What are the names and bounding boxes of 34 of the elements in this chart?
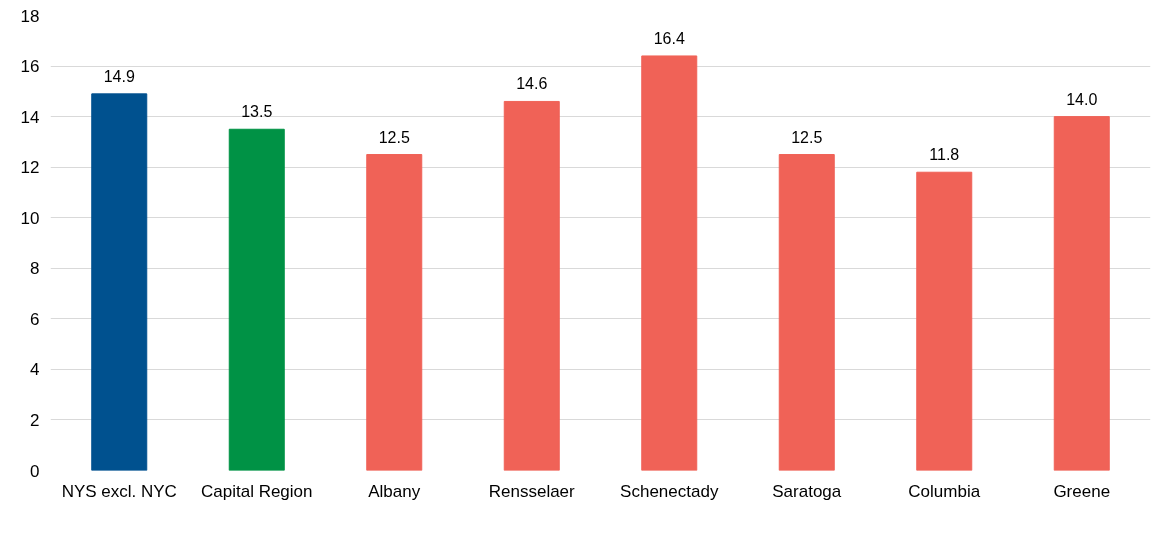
bar <box>366 154 423 471</box>
data-label: 14.6 <box>516 75 548 93</box>
bar <box>916 171 973 471</box>
y-tick-label: 18 <box>20 6 40 26</box>
x-tick-label: NYS excl. NYC <box>61 481 177 501</box>
y-tick-label: 10 <box>20 208 40 228</box>
x-tick-label: Saratoga <box>772 481 842 501</box>
bar <box>1053 116 1110 471</box>
y-tick-label: 16 <box>20 57 40 77</box>
bar <box>503 100 560 471</box>
data-label: 12.5 <box>378 128 410 146</box>
y-tick-label: 14 <box>20 107 40 127</box>
data-label: 13.5 <box>241 103 273 121</box>
data-label: 14.0 <box>1066 90 1098 108</box>
data-label: 11.8 <box>929 146 960 164</box>
bar <box>778 154 835 471</box>
data-label: 16.4 <box>653 29 685 47</box>
x-tick-label: Columbia <box>908 481 981 501</box>
x-tick-label: Albany <box>368 481 421 501</box>
y-tick-label: 0 <box>30 461 40 481</box>
x-tick-label: Capital Region <box>200 481 313 501</box>
y-tick-label: 8 <box>30 259 40 279</box>
y-tick-label: 6 <box>30 309 40 329</box>
y-tick-label: 2 <box>30 410 40 430</box>
bar <box>641 55 698 471</box>
bar <box>91 93 148 471</box>
x-tick-label: Rensselaer <box>488 481 576 501</box>
y-tick-label: 4 <box>30 360 40 380</box>
x-tick-label: Greene <box>1053 481 1111 501</box>
y-tick-label: 12 <box>20 158 40 178</box>
data-label: 14.9 <box>103 67 135 85</box>
bar <box>228 128 285 471</box>
x-tick-label: Schenectady <box>620 481 719 501</box>
data-label: 12.5 <box>791 128 823 146</box>
